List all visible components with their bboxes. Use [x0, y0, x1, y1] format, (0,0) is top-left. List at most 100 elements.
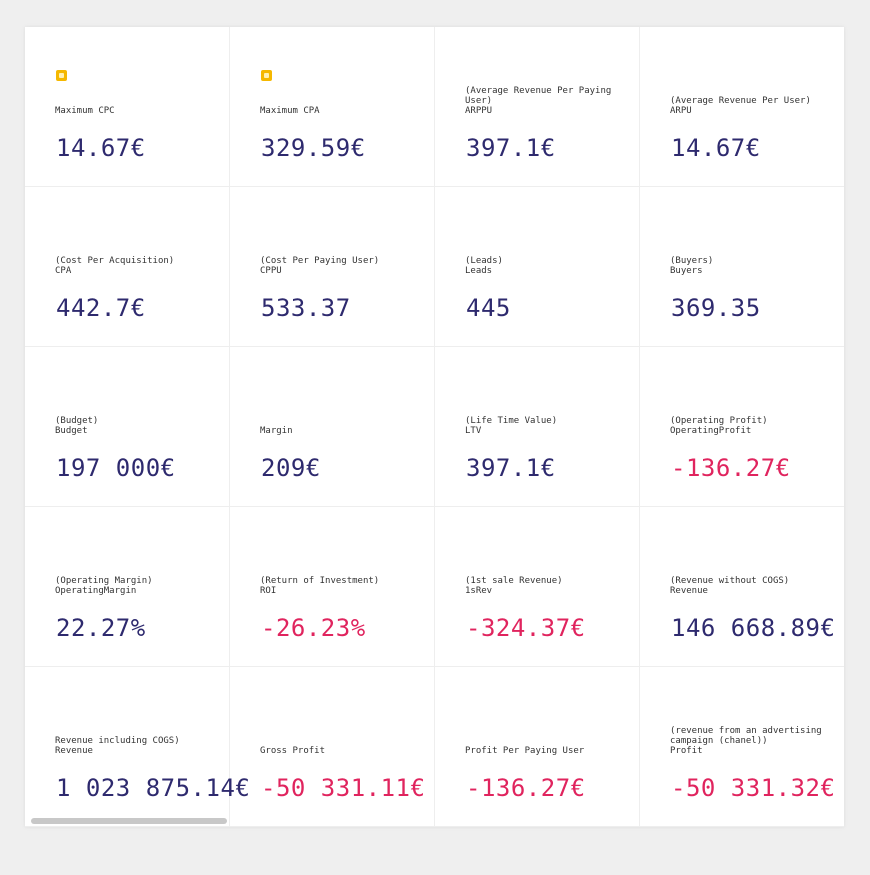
metric-card: (Life Time Value) LTV 397.1€	[435, 347, 640, 507]
metric-value: -50 331.32€	[671, 774, 836, 802]
metric-labels: Gross Profit	[260, 746, 426, 756]
metric-name: Gross Profit	[260, 746, 326, 756]
metric-card: Margin 209€	[230, 347, 435, 507]
metric-card: (Return of Investment) ROI -26.23%	[230, 507, 435, 667]
metric-card: (Average Revenue Per Paying User) ARPPU 39…	[435, 27, 640, 187]
metric-card: (Cost Per Acquisition) CPA 442.7€	[25, 187, 230, 347]
metric-description: (Cost Per Paying User)	[260, 256, 380, 266]
metric-card: Maximum CPC 14.67€	[25, 27, 230, 187]
metric-name: Leads	[465, 266, 493, 276]
metric-labels: (Average Revenue Per Paying User) ARPPU	[465, 86, 631, 116]
metric-value: 1 023 875.14€	[56, 774, 251, 802]
metric-name: Profit	[670, 746, 703, 756]
metric-description: (Life Time Value)	[465, 416, 558, 426]
metric-card: (Average Revenue Per User) ARPU 14.67€	[640, 27, 844, 187]
metric-card: (Operating Margin) OperatingMargin 22.27%	[25, 507, 230, 667]
metric-labels: (Buyers) Buyers	[670, 256, 836, 276]
metric-description: (Average Revenue Per User)	[670, 96, 811, 106]
metric-name: ROI	[260, 586, 277, 596]
metric-description: Revenue including COGS)	[55, 736, 180, 746]
metric-labels: (Operating Profit) OperatingProfit	[670, 416, 836, 436]
metric-name: Revenue	[670, 586, 708, 596]
metrics-panel: Maximum CPC 14.67€ Maximum CPA 329.59€ (Aver…	[25, 27, 844, 827]
metric-value: 397.1€	[466, 134, 556, 162]
metric-value: -26.23%	[261, 614, 366, 642]
metric-name: OperatingMargin	[55, 586, 137, 596]
metric-labels: (Average Revenue Per User) ARPU	[670, 96, 836, 116]
metric-labels: Margin	[260, 426, 426, 436]
metric-card: (Cost Per Paying User) CPPU 533.37	[230, 187, 435, 347]
metric-value: 14.67€	[671, 134, 761, 162]
metric-labels: (Operating Margin) OperatingMargin	[55, 576, 221, 596]
metric-value: 22.27%	[56, 614, 146, 642]
metric-name: Maximum CPC	[55, 106, 115, 116]
metric-labels: (Cost Per Paying User) CPPU	[260, 256, 426, 276]
metric-value: 397.1€	[466, 454, 556, 482]
metric-name: CPA	[55, 266, 72, 276]
metric-card: (Budget) Budget 197 000€	[25, 347, 230, 507]
metric-labels: Profit Per Paying User	[465, 746, 631, 756]
metric-labels: (Revenue without COGS) Revenue	[670, 576, 836, 596]
pin-icon[interactable]	[56, 70, 67, 81]
metric-card: (Leads) Leads 445	[435, 187, 640, 347]
metric-name: Buyers	[670, 266, 703, 276]
metric-description: (Budget)	[55, 416, 99, 426]
metric-card: Maximum CPA 329.59€	[230, 27, 435, 187]
metric-value: 533.37	[261, 294, 351, 322]
metric-value: 445	[466, 294, 511, 322]
metric-value: -324.37€	[466, 614, 586, 642]
metric-description: (Average Revenue Per Paying User)	[465, 86, 612, 106]
metric-labels: (revenue from an advertising campaign (c…	[670, 726, 836, 756]
metric-labels: (1st sale Revenue) 1sRev	[465, 576, 631, 596]
metric-description: (Revenue without COGS)	[670, 576, 790, 586]
metric-card: Gross Profit -50 331.11€	[230, 667, 435, 827]
metric-name: Profit Per Paying User	[465, 746, 585, 756]
metric-labels: (Return of Investment) ROI	[260, 576, 426, 596]
metric-value: -50 331.11€	[261, 774, 426, 802]
metric-card: (revenue from an advertising campaign (c…	[640, 667, 844, 827]
metrics-grid: Maximum CPC 14.67€ Maximum CPA 329.59€ (Aver…	[25, 27, 844, 827]
metric-value: 197 000€	[56, 454, 176, 482]
metric-value: 442.7€	[56, 294, 146, 322]
metric-labels: (Budget) Budget	[55, 416, 221, 436]
metric-value: 14.67€	[56, 134, 146, 162]
metric-value: -136.27€	[671, 454, 791, 482]
metric-description: (Cost Per Acquisition)	[55, 256, 175, 266]
metric-description: (1st sale Revenue)	[465, 576, 563, 586]
metric-name: Margin	[260, 426, 293, 436]
metric-description: (Operating Profit)	[670, 416, 768, 426]
metric-value: 146 668.89€	[671, 614, 836, 642]
metric-card: (Buyers) Buyers 369.35	[640, 187, 844, 347]
metric-labels: (Leads) Leads	[465, 256, 631, 276]
metric-name: LTV	[465, 426, 482, 436]
metric-name: Budget	[55, 426, 88, 436]
metric-description: (Return of Investment)	[260, 576, 380, 586]
metric-description: (Buyers)	[670, 256, 714, 266]
metric-value: -136.27€	[466, 774, 586, 802]
metric-card: Revenue including COGS) Revenue 1 023 875.…	[25, 667, 250, 827]
metric-name: CPPU	[260, 266, 282, 276]
metric-name: ARPPU	[465, 106, 493, 116]
metric-name: 1sRev	[465, 586, 493, 596]
metric-description: (Leads)	[465, 256, 503, 266]
metric-labels: Maximum CPA	[260, 106, 426, 116]
metric-description: (revenue from an advertising campaign (c…	[670, 726, 822, 746]
metric-card: (Revenue without COGS) Revenue 146 668.89€	[640, 507, 844, 667]
metric-labels: Revenue including COGS) Revenue	[55, 736, 221, 756]
metric-value: 369.35	[671, 294, 761, 322]
metric-labels: (Cost Per Acquisition) CPA	[55, 256, 221, 276]
metric-name: Maximum CPA	[260, 106, 320, 116]
metric-name: OperatingProfit	[670, 426, 752, 436]
metric-description: (Operating Margin)	[55, 576, 153, 586]
metric-value: 209€	[261, 454, 321, 482]
metric-card: Profit Per Paying User -136.27€	[435, 667, 640, 827]
metric-card: (Operating Profit) OperatingProfit -136.27…	[640, 347, 844, 507]
metric-card: (1st sale Revenue) 1sRev -324.37€	[435, 507, 640, 667]
metric-labels: Maximum CPC	[55, 106, 221, 116]
metric-name: ARPU	[670, 106, 692, 116]
metric-value: 329.59€	[261, 134, 366, 162]
metric-labels: (Life Time Value) LTV	[465, 416, 631, 436]
horizontal-scrollbar[interactable]	[31, 818, 227, 824]
metric-name: Revenue	[55, 746, 93, 756]
pin-icon[interactable]	[261, 70, 272, 81]
